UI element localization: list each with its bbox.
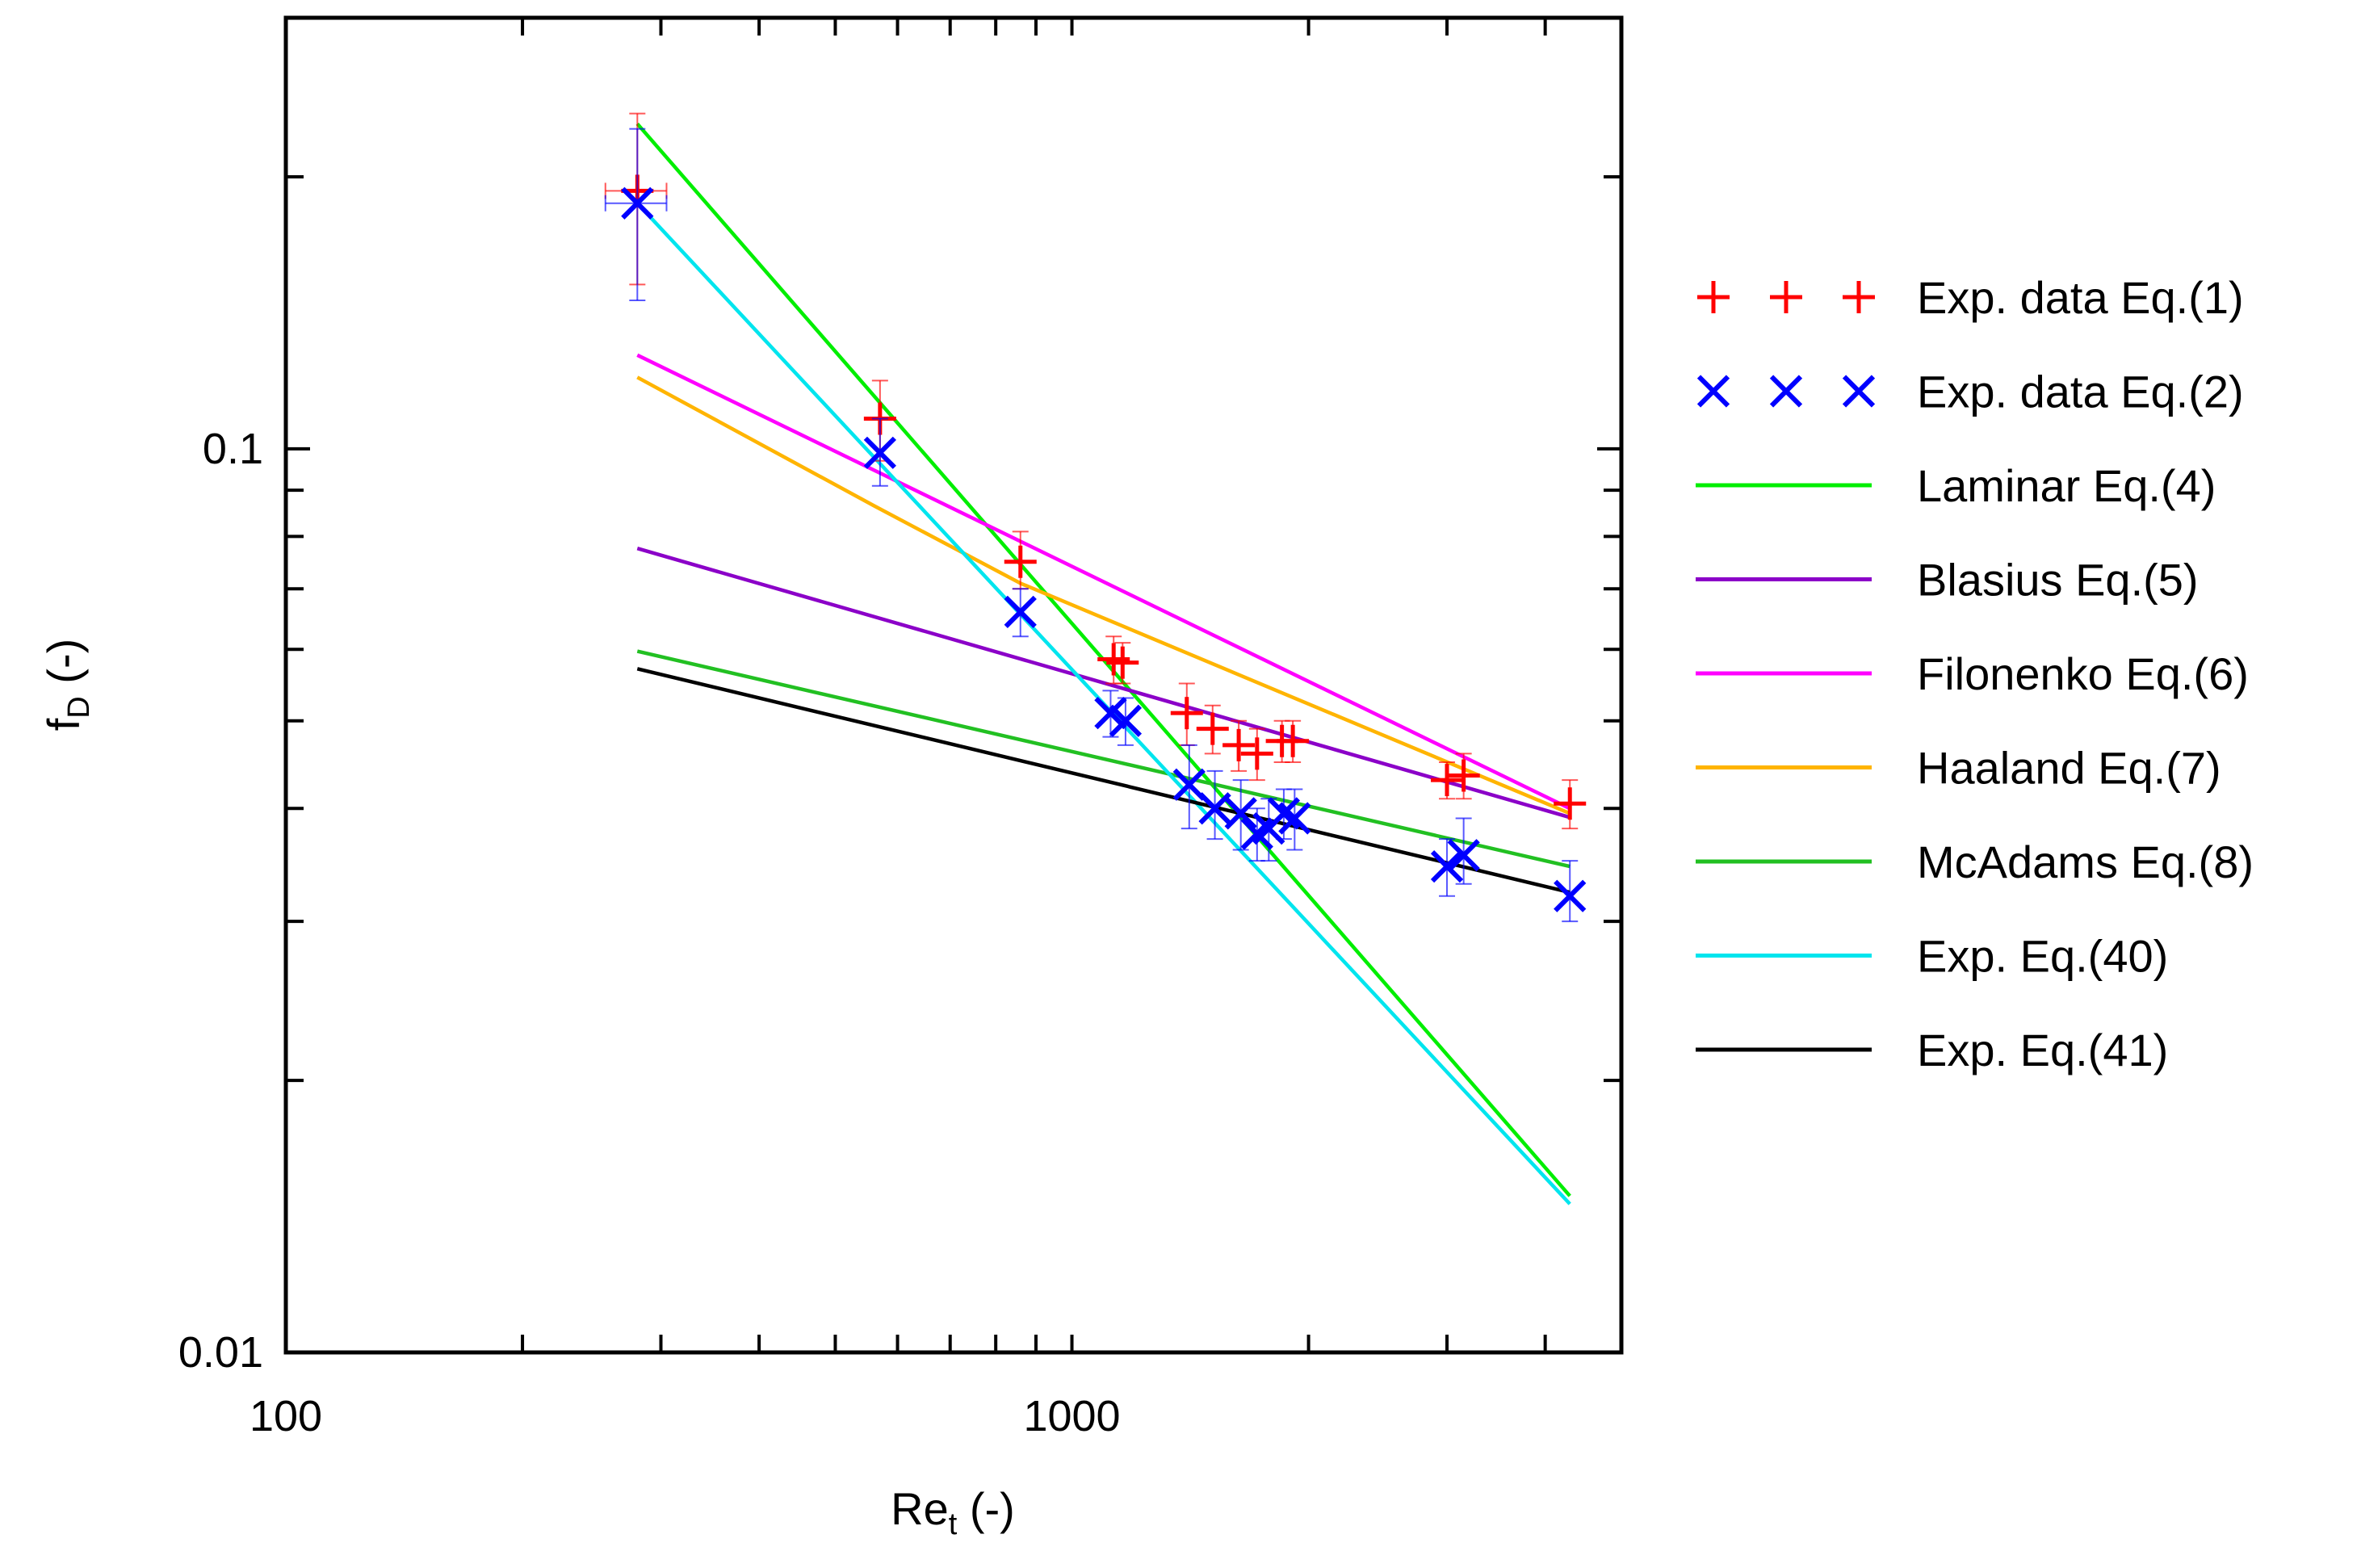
y-tick-label: 0.1 [203, 425, 263, 473]
data-point [1447, 817, 1480, 885]
data-point [1106, 642, 1139, 685]
marker-cross-b [1447, 839, 1480, 872]
series-line-filonenko-eq-6- [636, 353, 1571, 811]
data-point [1240, 727, 1273, 782]
legend-item: McAdams Eq.(8) [1696, 836, 2254, 887]
y-tick-label: 0.01 [178, 1328, 263, 1377]
legend-item: Exp. data Eq.(2) [1696, 367, 2244, 417]
marker-cross-b [1430, 850, 1464, 883]
legend-item: Exp. Eq.(41) [1696, 1025, 2168, 1075]
series-line-exp-eq-41- [636, 667, 1571, 895]
series-line-haaland-eq-7- [636, 375, 1571, 815]
series-line-mcadams-eq-8- [636, 649, 1571, 869]
fit-lines [635, 122, 1571, 1205]
x-tick-label: 1000 [1023, 1392, 1120, 1440]
data-point [1278, 788, 1311, 851]
y-axis-label-main: f [38, 718, 89, 731]
marker-cross-b [1696, 375, 1730, 408]
data-point [1004, 530, 1037, 590]
tick-labels: 100 1000 0.01 0.1 [178, 425, 1121, 1440]
legend-label: Exp. data Eq.(1) [1917, 272, 2244, 323]
legend: Exp. data Eq.(1) Exp. data Eq.(2) Laminar … [1696, 272, 2254, 1075]
data-point [1554, 860, 1587, 923]
data-point [1004, 588, 1037, 638]
data-point [1172, 744, 1206, 830]
marker-cross-b [1172, 768, 1206, 801]
legend-item: Haaland Eq.(7) [1696, 743, 2221, 794]
marker-cross-b [1554, 879, 1587, 912]
legend-label: Blasius Eq.(5) [1917, 555, 2199, 606]
data-points [604, 112, 1587, 923]
data-point [1447, 753, 1480, 800]
x-axis-label-sub: t [949, 1507, 958, 1541]
y-axis-label-suffix: (-) [38, 639, 89, 697]
marker-cross-b [1198, 792, 1231, 825]
legend-item: Blasius Eq.(5) [1696, 555, 2199, 606]
legend-label: Exp. data Eq.(2) [1917, 367, 2244, 417]
marker-cross-b [1004, 595, 1037, 628]
x-axis-label: Ret (-) [891, 1483, 1015, 1541]
data-point [1109, 697, 1143, 746]
series-line-blasius-eq-5- [636, 547, 1571, 820]
plot-frame [283, 15, 1624, 1355]
data-point [1222, 719, 1256, 772]
data-point [604, 128, 668, 302]
legend-item: Filonenko Eq.(6) [1696, 648, 2249, 699]
legend-label: Laminar Eq.(4) [1917, 460, 2216, 511]
data-point [1224, 779, 1257, 851]
data-point [1554, 779, 1587, 830]
legend-item: Exp. Eq.(40) [1696, 931, 2168, 982]
y-axis-label: fD (-) [38, 639, 96, 732]
data-point [1170, 682, 1203, 746]
legend-label: McAdams Eq.(8) [1917, 836, 2254, 887]
marker-cross-b [1278, 802, 1311, 835]
axes-ticks [284, 18, 1621, 1354]
marker-cross-b [863, 436, 896, 469]
marker-cross-b [1109, 704, 1143, 737]
data-point [863, 417, 896, 487]
legend-label: Exp. Eq.(40) [1917, 931, 2168, 982]
legend-label: Exp. Eq.(41) [1917, 1025, 2168, 1075]
data-point [1198, 769, 1231, 841]
marker-cross-b [1769, 375, 1803, 408]
legend-label: Filonenko Eq.(6) [1917, 648, 2249, 699]
x-tick-label: 100 [250, 1392, 322, 1440]
data-point [1277, 719, 1310, 764]
marker-cross-b [1267, 797, 1301, 830]
x-axis-label-main: Re [891, 1483, 949, 1534]
y-axis-label-sub: D [62, 696, 96, 718]
marker-cross-b [1842, 375, 1876, 408]
legend-label: Haaland Eq.(7) [1917, 743, 2221, 794]
marker-cross-b [1224, 797, 1257, 830]
marker-cross-b [621, 187, 654, 220]
data-point [1431, 761, 1464, 800]
legend-item: Exp. data Eq.(1) [1697, 272, 2244, 323]
data-point [1196, 704, 1229, 755]
legend-item: Laminar Eq.(4) [1696, 460, 2216, 511]
data-point [1430, 838, 1464, 897]
marker-cross-b [1094, 697, 1127, 730]
x-axis-label-suffix: (-) [957, 1483, 1015, 1534]
